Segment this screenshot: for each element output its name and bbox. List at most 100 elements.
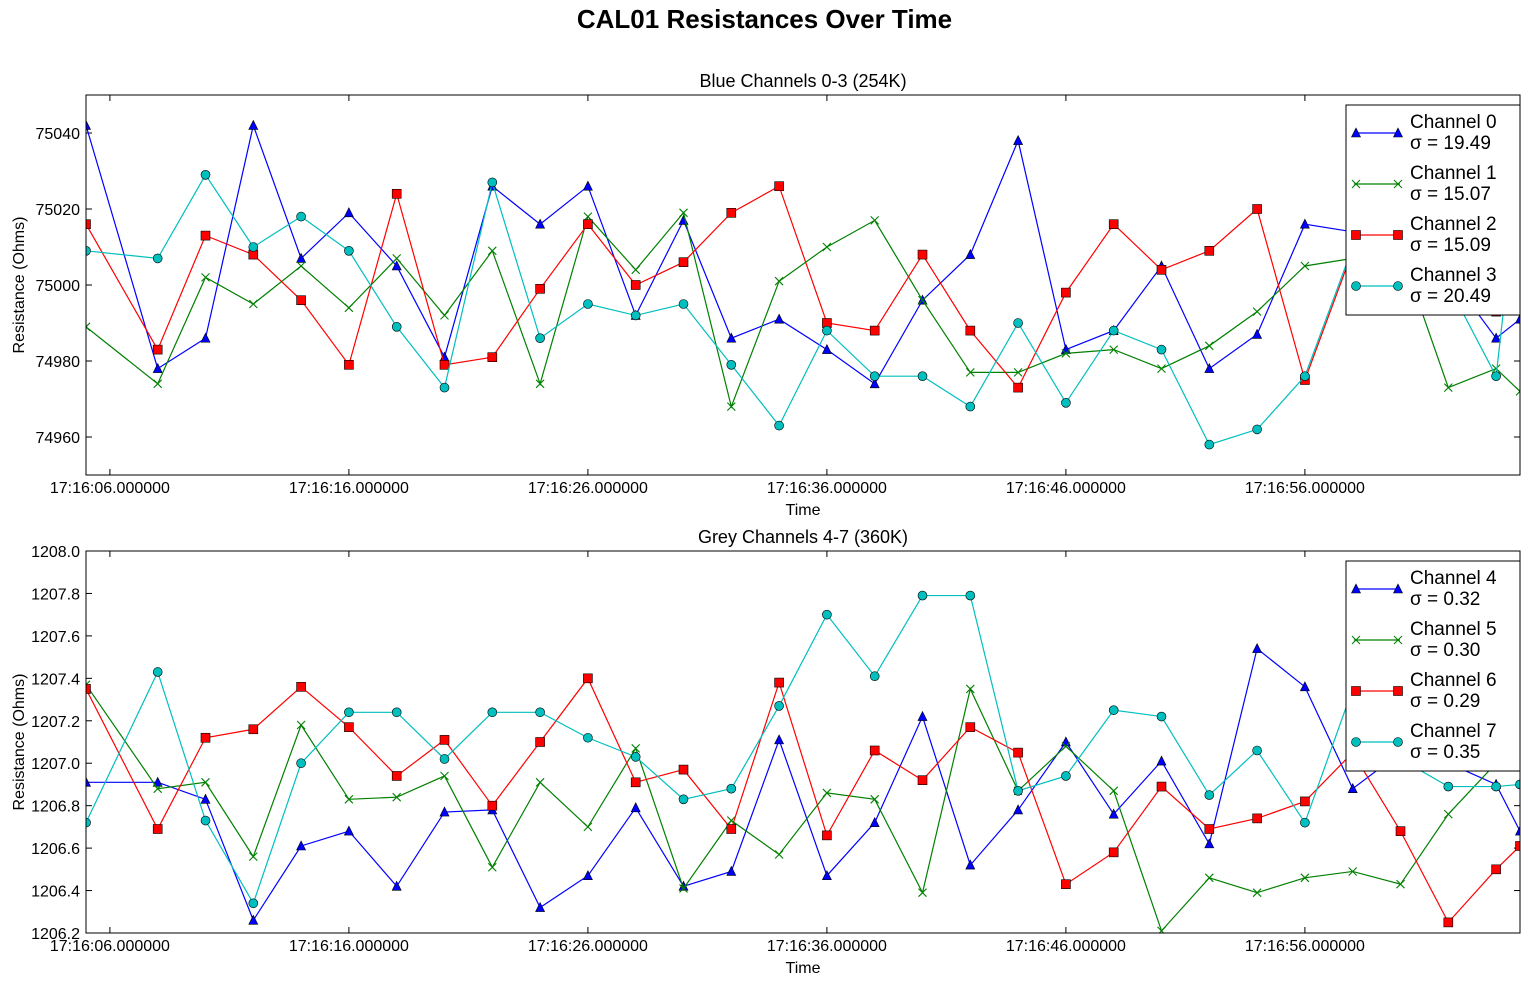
chart1-series-2-point [391,771,402,781]
chart0-series-1-point [1013,368,1023,377]
chart1-xlabel: Time [786,960,821,977]
chart0-series-3-point [1300,371,1310,382]
chart0-series-0-point [535,218,546,229]
chart0-legend-label: Channel 0 [1410,112,1497,133]
chart1-xtick-label: 17:16:56.000000 [1245,938,1365,955]
chart0-series-2-point [1108,219,1119,229]
chart0-series-2-point [917,249,928,260]
chart1-series-3-line [86,594,1520,905]
chart1-legend-marker [1393,737,1403,747]
chart0-series-1-point [344,303,354,313]
chart0-frame [85,94,1521,476]
chart0-series-2-point [439,359,450,370]
chart0-series-1-point [726,402,736,411]
chart0-plot-area [86,119,1520,450]
chart0-series-3-point [774,420,784,431]
chart0-series-1-point [1300,261,1310,271]
chart1-series-2-point [1108,847,1119,858]
chart1-series-3-point [678,794,689,805]
chart1-series-1-point [296,720,306,730]
chart0-series-1-point [1204,341,1214,351]
chart1-series-3-point [583,732,593,743]
chart0-series-1-point [201,273,210,282]
chart1-xtick-label: 17:16:16.000000 [289,938,409,955]
chart1-legend-marker [1393,635,1403,645]
chart1-series-3-point [248,898,259,909]
chart1-ylabel: Resistance (Ohms) [11,674,28,811]
chart1-series-0-point [296,840,307,851]
chart0-series-3-point [296,211,306,222]
chart1-series-0-point [1156,755,1167,766]
chart1-series-0-point [152,776,163,787]
chart1-legend-marker [1351,686,1361,696]
chart1-series-3-point [1300,817,1310,828]
chart0-xtick-label: 17:16:36.000000 [767,480,887,497]
chart0-series-3-point [1204,439,1215,450]
chart0-series-1-point [392,254,402,263]
chart0-series-3-point [1156,344,1167,355]
chart1-series-0-point [582,870,593,881]
chart1-series-1-point [535,777,545,787]
chart1-series-1-point [392,792,402,802]
chart0-series-1-point [631,265,641,275]
chart0-legend-marker [1393,127,1403,138]
chart0-series-2-point [391,189,402,199]
chart1-xtick-label: 17:16:06.000000 [50,938,170,955]
chart1-series-0-point [917,710,928,721]
chart1-series-0-point [343,825,354,836]
chart1-series-1-point [1252,888,1262,898]
chart0-series-2-point [1204,246,1215,256]
chart0-series-3-point [152,253,163,264]
chart0-series-2-point [296,295,306,306]
chart1-series-1-point [870,794,880,804]
chart0-series-1-point [1443,383,1453,392]
chart0-series-0-point [391,260,402,271]
chart0-series-1-point [1252,307,1262,316]
chart0-series-0-point [821,343,832,354]
chart0-series-2-point [774,181,784,191]
chart0-series-2-point [1156,264,1167,275]
chart1-series-2-point [1061,879,1071,889]
chart1-series-3-point [869,671,880,682]
chart1-series-3-point [1156,711,1167,722]
chart0-legend-label: Channel 1 [1410,163,1497,184]
chart0-legend-sigma: σ = 15.07 [1410,184,1491,205]
chart1-series-1-point [1157,926,1166,933]
chart1-series-1-point [440,771,449,781]
chart0-series-2-point [200,230,211,241]
chart1-ytick-label: 1206.8 [31,799,80,816]
chart0-series-3-point [535,333,545,344]
chart1-series-2-point [583,673,593,684]
chart1-series-1-point [631,743,641,753]
chart0-legend-marker [1351,127,1361,138]
chart1-legend-marker [1393,686,1403,696]
chart0-series-0-point [774,313,785,324]
chart0-series-3-point [439,382,450,393]
chart1-series-0-point [439,806,450,817]
chart0-series-0-point [248,119,259,130]
chart0-xtick-label: 17:16:06.000000 [50,480,170,497]
chart1-legend-marker [1351,635,1361,645]
chart1-series-3-point [86,817,91,828]
chart0-series-1-point [822,242,832,252]
chart0-series-1-point [918,295,927,305]
chart0-series-2-point [1061,287,1071,298]
chart0-series-3-point [583,299,593,309]
chart0-series-2-point [965,325,976,336]
chart1-series-0-point [630,802,641,813]
chart0-ytick-label: 75020 [36,202,81,219]
chart0-series-3-point [1013,318,1023,328]
chart1-series-0-point [86,776,91,787]
chart1-legend-marker [1393,583,1403,594]
chart1-series-2-point [200,732,211,743]
chart1-series-2-point [1515,841,1520,851]
chart1-series-2-point [152,824,163,834]
chart1-ytick-label: 1207.4 [31,671,80,688]
chart0-series-2-point [869,325,880,336]
chart1-series-3-point [1491,781,1501,792]
chart0-series-3-point [869,371,880,382]
chart1-series-0-point [821,870,832,881]
chart0-series-1-point [583,212,593,221]
chart1-series-3-point [439,754,450,764]
chart0-series-1-point [248,299,258,309]
